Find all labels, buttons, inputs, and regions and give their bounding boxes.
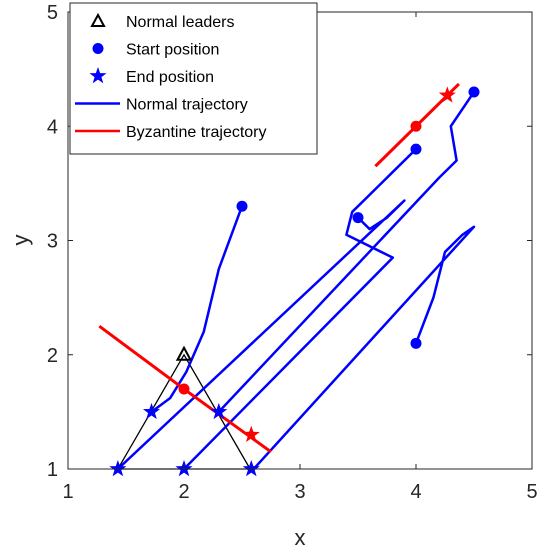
start-position-normal-1 <box>236 200 248 212</box>
end-position-byzantine-7 <box>438 86 456 103</box>
legend-label: Start position <box>126 42 219 59</box>
start-position-normal-5 <box>468 86 480 98</box>
y-axis-label: y <box>8 235 33 246</box>
legend-entry-4: Normal trajectory <box>75 97 248 114</box>
end-position-normal-1 <box>109 460 127 477</box>
x-tick-label: 5 <box>526 481 537 503</box>
start-position-normal-3 <box>352 212 364 224</box>
legend-star-icon <box>89 67 107 84</box>
normal-trajectory-4 <box>183 148 417 470</box>
x-axis-label: x <box>295 525 306 550</box>
normal-trajectory-1 <box>150 205 244 413</box>
legend-label: Normal leaders <box>126 14 234 31</box>
normal-leader-marker <box>175 345 193 361</box>
start-position-byzantine-7 <box>410 120 422 132</box>
legend-circle-icon <box>92 43 104 54</box>
x-tick-label: 3 <box>294 481 305 503</box>
normal-trajectory-2 <box>252 225 476 470</box>
end-position-normal-5 <box>210 402 228 420</box>
legend-entry-1: Normal leaders <box>90 12 234 31</box>
legend-label: Normal trajectory <box>126 97 248 114</box>
legend-label: Byzantine trajectory <box>126 124 267 141</box>
x-tick-label: 4 <box>410 481 421 503</box>
legend-label: End position <box>126 69 214 86</box>
legend-entry-3: End position <box>89 67 214 86</box>
start-position-normal-4 <box>410 143 422 155</box>
end-position-byzantine-6 <box>242 425 260 443</box>
legend-entry-5: Byzantine trajectory <box>75 124 267 141</box>
y-tick-label: 3 <box>47 231 58 253</box>
x-tick-label: 1 <box>62 481 73 503</box>
start-position-byzantine-6 <box>178 383 190 395</box>
y-tick-label: 1 <box>47 459 58 481</box>
end-position-normal-4 <box>142 402 161 420</box>
normal-trajectory-5 <box>217 91 476 413</box>
end-position-normal-3 <box>242 460 260 477</box>
legend-box <box>69 2 318 155</box>
legend-entry-2: Start position <box>92 42 219 59</box>
start-position-normal-2 <box>410 337 422 349</box>
normal-trajectory-3 <box>117 199 406 470</box>
legend: Normal leaders Start position End position… <box>69 2 318 155</box>
x-tick-label: 2 <box>178 481 189 503</box>
y-tick-label: 2 <box>47 345 58 367</box>
tick-layer: 1 2 3 4 5 1 2 3 4 5 <box>47 2 538 503</box>
legend-triangle-icon <box>90 12 106 27</box>
y-tick-label: 5 <box>47 2 58 24</box>
y-tick-label: 4 <box>47 116 58 138</box>
